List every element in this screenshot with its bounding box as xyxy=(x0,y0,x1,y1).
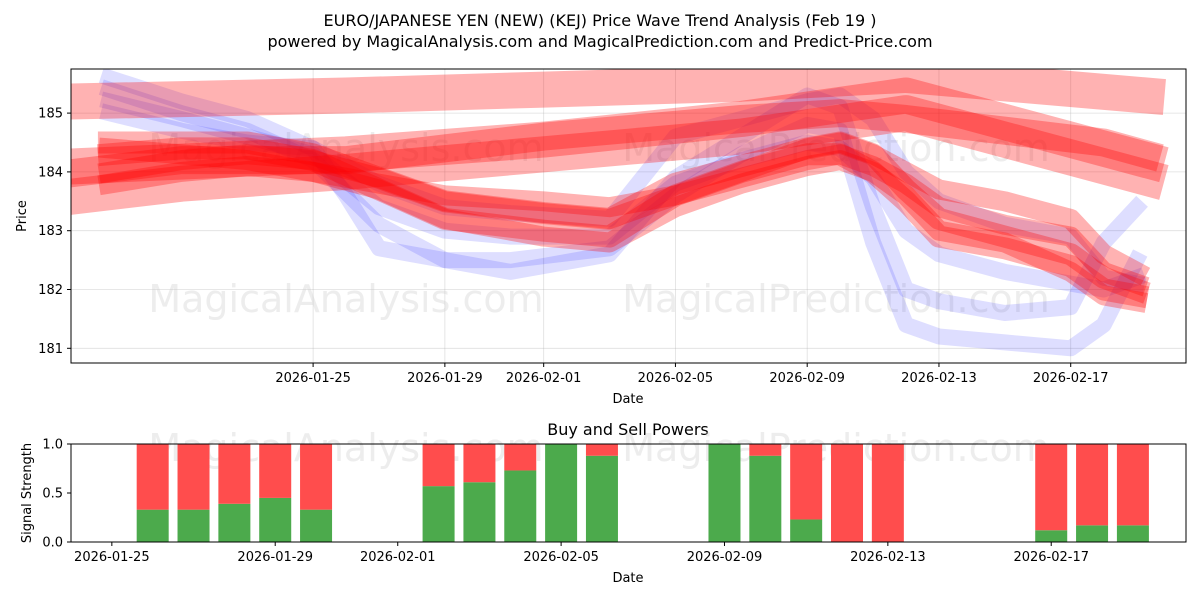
price-y-axis: 181 182 183 184 185 xyxy=(38,107,71,357)
power-x-tick-label: 2026-02-13 xyxy=(850,550,926,565)
buy-bar xyxy=(422,486,455,542)
power-x-tick-label: 2026-02-17 xyxy=(1013,550,1089,565)
buy-bar xyxy=(218,503,251,542)
watermark-analysis-mid: MagicalAnalysis.com xyxy=(148,277,543,321)
buy-bar xyxy=(585,455,618,542)
buy-bar xyxy=(504,470,537,542)
power-title: Buy and Sell Powers xyxy=(547,420,709,439)
sell-bar xyxy=(300,444,333,510)
price-x-tick-label: 2026-02-05 xyxy=(638,371,714,386)
price-series-layer xyxy=(71,69,1169,357)
price-grid xyxy=(71,69,1186,363)
sell-bar xyxy=(218,444,251,504)
price-y-tick-label: 185 xyxy=(38,107,63,122)
price-blue-wave-4 xyxy=(99,87,1146,293)
watermark-prediction-mid: MagicalPrediction.com xyxy=(622,277,1050,321)
price-y-tick-label: 184 xyxy=(38,165,63,180)
price-x-tick-label: 2026-02-01 xyxy=(506,371,582,386)
sell-bar xyxy=(831,444,864,542)
price-x-tick-label: 2026-02-09 xyxy=(769,371,845,386)
price-blue-wave-1 xyxy=(98,69,1148,357)
price-blue-wave-2 xyxy=(98,79,1148,321)
sell-bar xyxy=(585,444,618,456)
power-y-tick-label: 0.5 xyxy=(42,487,63,502)
power-x-tick-label: 2026-02-09 xyxy=(687,550,763,565)
buy-bar xyxy=(259,497,292,542)
buy-bar xyxy=(708,444,741,542)
buy-bar xyxy=(790,519,823,542)
price-x-tick-label: 2026-01-29 xyxy=(407,371,483,386)
price-y-tick-label: 183 xyxy=(38,224,63,239)
power-bars xyxy=(136,444,1149,542)
price-blue-wave-3 xyxy=(99,91,1147,298)
power-plot-area xyxy=(71,444,1186,542)
buy-bar xyxy=(749,455,782,542)
price-plot-area xyxy=(71,69,1186,363)
price-y-label: Price xyxy=(15,200,30,232)
price-plot-frame xyxy=(70,68,1187,364)
buy-bar xyxy=(1076,525,1109,542)
price-y-tick-label: 182 xyxy=(38,283,63,298)
power-y-label: Signal Strength xyxy=(20,443,35,543)
price-red-wave-2 xyxy=(97,137,1150,309)
price-red-wave-1 xyxy=(97,131,1151,304)
power-x-axis: 2026-01-25 2026-01-29 2026-02-01 2026-02-05… xyxy=(74,542,1089,565)
chart-title: EURO/JAPANESE YEN (NEW) (KEJ) Price Wave… xyxy=(324,11,877,30)
power-x-tick-label: 2026-01-25 xyxy=(74,550,150,565)
sell-bar xyxy=(422,444,455,487)
watermark-analysis-top: MagicalAnalysis.com xyxy=(148,126,543,170)
price-x-tick-label: 2026-01-25 xyxy=(275,371,351,386)
chart-subtitle: powered by MagicalAnalysis.com and Magic… xyxy=(267,32,932,51)
price-red-band-1 xyxy=(71,69,1166,120)
sell-bar xyxy=(463,444,496,483)
watermark-prediction-top: MagicalPrediction.com xyxy=(622,126,1050,170)
sell-bar xyxy=(749,444,782,456)
price-red-wave-5 xyxy=(98,132,1151,286)
price-red-band-3 xyxy=(71,95,1169,215)
sell-bar xyxy=(871,444,904,542)
sell-bar xyxy=(790,444,823,520)
power-x-tick-label: 2026-02-05 xyxy=(523,550,599,565)
buy-bar xyxy=(177,509,210,542)
price-x-label: Date xyxy=(612,392,643,407)
sell-bar xyxy=(504,444,537,471)
price-red-band-4 xyxy=(71,99,1164,188)
buy-bar xyxy=(1116,525,1149,542)
price-x-tick-label: 2026-02-17 xyxy=(1033,371,1109,386)
buy-bar xyxy=(463,482,496,542)
sell-bar xyxy=(259,444,292,498)
power-panel: Buy and Sell Powers MagicalAnalysis.com … xyxy=(20,420,1187,586)
power-y-tick-label: 0.0 xyxy=(42,536,63,551)
power-x-label: Date xyxy=(612,571,643,586)
sell-bar xyxy=(177,444,210,510)
buy-bar xyxy=(545,444,578,542)
power-x-tick-label: 2026-02-01 xyxy=(360,550,436,565)
price-red-wave-4 xyxy=(97,150,1149,313)
power-y-tick-label: 1.0 xyxy=(42,438,63,453)
price-panel: MagicalAnalysis.com MagicalPrediction.co… xyxy=(15,68,1187,407)
buy-bar xyxy=(136,509,169,542)
price-red-wave-3 xyxy=(97,144,1150,297)
price-x-tick-label: 2026-02-13 xyxy=(901,371,977,386)
price-x-axis: 2026-01-25 2026-01-29 2026-02-01 2026-02-05… xyxy=(275,363,1108,386)
power-x-tick-label: 2026-01-29 xyxy=(237,550,313,565)
sell-bar xyxy=(1035,444,1068,531)
buy-bar xyxy=(1035,530,1068,542)
power-y-axis: 0.0 0.5 1.0 xyxy=(42,438,71,551)
price-watermarks: MagicalAnalysis.com MagicalPrediction.co… xyxy=(148,126,1049,321)
sell-bar xyxy=(1076,444,1109,526)
price-y-tick-label: 181 xyxy=(38,342,63,357)
price-red-band-2 xyxy=(71,77,1169,185)
buy-bar xyxy=(300,509,333,542)
sell-bar xyxy=(1116,444,1149,526)
sell-bar xyxy=(136,444,169,510)
